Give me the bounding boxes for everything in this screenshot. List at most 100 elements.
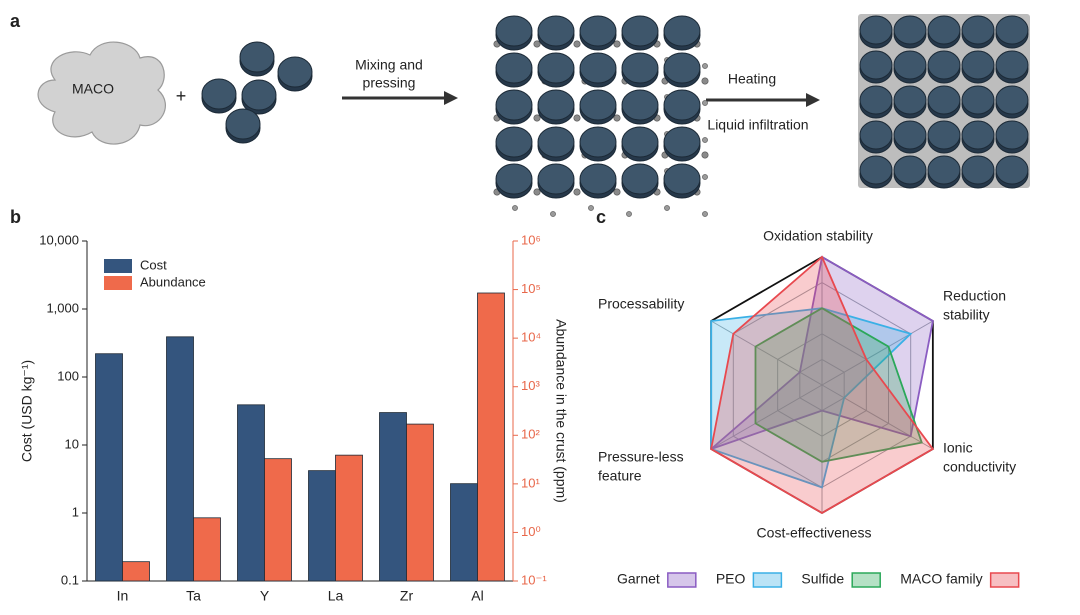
particle	[961, 50, 995, 80]
particle	[859, 120, 893, 150]
panel-label: a	[10, 11, 21, 31]
x-tick-label: Y	[260, 588, 270, 604]
legend-label: Garnet	[617, 571, 660, 587]
bar	[308, 470, 336, 582]
radar-area	[754, 307, 923, 463]
step-label: Heating	[728, 71, 776, 87]
particle	[927, 85, 961, 115]
grain	[702, 211, 708, 217]
axis-label: Oxidation stability	[763, 228, 873, 244]
y2-tick-label: 10²	[521, 427, 540, 442]
step-label: pressing	[363, 75, 416, 91]
grain	[512, 205, 518, 211]
spoke	[710, 320, 823, 386]
particle	[663, 15, 701, 47]
particle	[579, 89, 617, 121]
axis-label: Reduction	[943, 288, 1006, 304]
particle	[241, 79, 277, 111]
radar-area	[710, 307, 913, 489]
particle	[663, 52, 701, 84]
particle	[621, 126, 659, 158]
panel-label: c	[596, 207, 606, 227]
y2-tick-label: 10³	[521, 378, 540, 393]
y2-tick-label: 10¹	[521, 475, 540, 490]
grain	[702, 137, 708, 143]
particle	[579, 163, 617, 195]
particle	[495, 163, 533, 195]
y-tick-label: 1	[72, 504, 79, 519]
particle	[927, 120, 961, 150]
axis-label: stability	[943, 307, 990, 323]
radar-area	[710, 255, 934, 450]
particle	[961, 15, 995, 45]
y-tick-label: 1,000	[46, 300, 79, 315]
cloud-label: MACO	[72, 81, 114, 97]
bar	[95, 353, 123, 582]
grain	[533, 188, 541, 196]
spoke	[821, 320, 934, 386]
legend-swatch	[989, 572, 1020, 588]
x-tick-label: Zr	[400, 588, 414, 604]
bar	[477, 292, 505, 582]
legend-label: PEO	[716, 571, 746, 587]
grain	[613, 114, 621, 122]
arrow-head	[806, 93, 820, 107]
legend-swatch	[104, 259, 132, 273]
particle	[893, 120, 927, 150]
grain	[550, 211, 556, 217]
legend-label: MACO family	[900, 571, 982, 587]
particle	[995, 50, 1029, 80]
grain	[626, 211, 632, 217]
particle	[927, 15, 961, 45]
particle	[621, 52, 659, 84]
arrow-head	[444, 91, 458, 105]
axis-label: Ionic	[943, 440, 973, 456]
particle	[537, 89, 575, 121]
particle	[663, 89, 701, 121]
y-tick-label: 10	[65, 436, 79, 451]
schematic	[37, 14, 1030, 217]
panel-label: b	[10, 207, 21, 227]
particle	[621, 15, 659, 47]
bar	[237, 404, 265, 582]
grain	[701, 77, 709, 85]
maco-cloud	[37, 41, 166, 145]
particle	[277, 56, 313, 88]
legend-swatch	[752, 572, 783, 588]
particle	[893, 50, 927, 80]
grain	[702, 174, 708, 180]
step-label: Liquid infiltration	[707, 117, 808, 133]
grain	[573, 114, 581, 122]
bar	[193, 517, 221, 582]
grain	[533, 40, 541, 48]
bar	[450, 483, 478, 582]
particle	[961, 155, 995, 185]
bar	[406, 423, 434, 582]
particle	[495, 15, 533, 47]
axis-label: Processability	[598, 296, 684, 312]
legend-label: Abundance	[140, 274, 206, 289]
particle	[961, 85, 995, 115]
grain	[613, 40, 621, 48]
y-tick-label: 10,000	[39, 232, 79, 247]
particle	[537, 52, 575, 84]
axis-label: Cost-effectiveness	[757, 525, 872, 541]
bar	[264, 458, 292, 582]
particle	[663, 163, 701, 195]
particle	[225, 108, 261, 140]
particle	[537, 15, 575, 47]
particle	[995, 120, 1029, 150]
particle	[859, 50, 893, 80]
particle	[239, 41, 275, 73]
particle	[579, 52, 617, 84]
particle	[495, 52, 533, 84]
grain	[701, 151, 709, 159]
x-tick-label: Ta	[186, 588, 201, 604]
particle	[663, 126, 701, 158]
particle	[859, 155, 893, 185]
step-label: Mixing and	[355, 57, 423, 73]
particle	[995, 155, 1029, 185]
spoke	[710, 384, 823, 450]
particle	[621, 89, 659, 121]
